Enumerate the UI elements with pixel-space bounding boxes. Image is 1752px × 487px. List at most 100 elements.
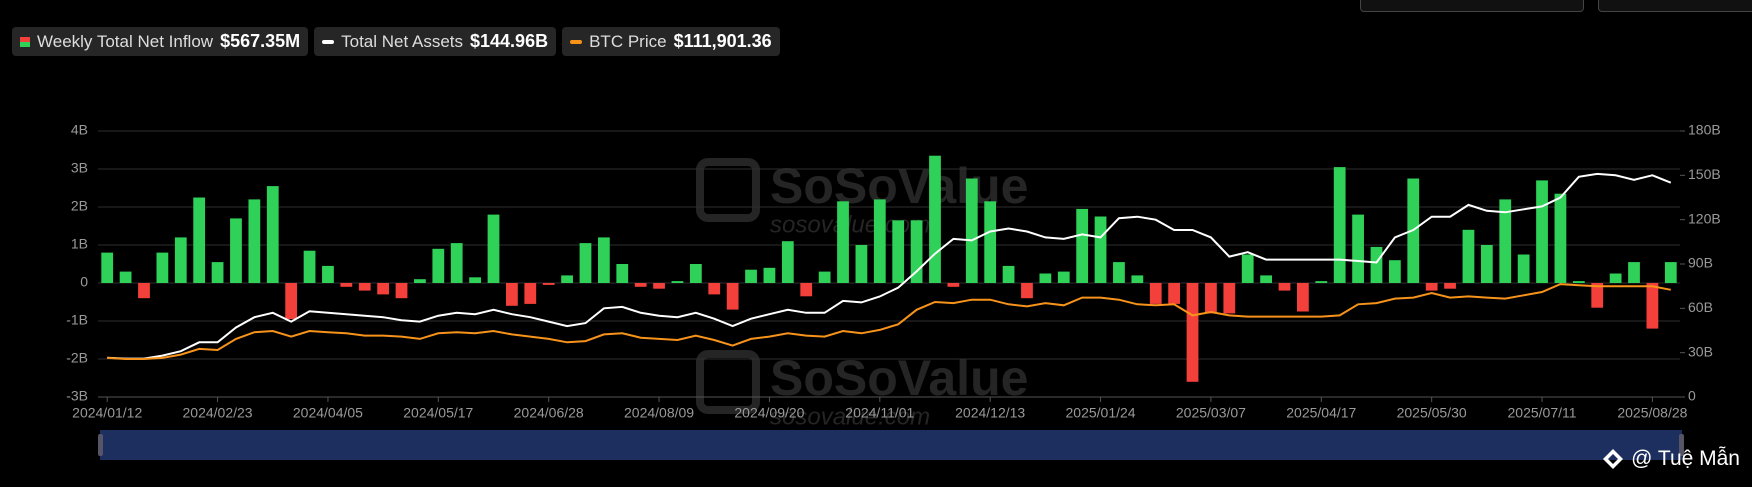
bar bbox=[1131, 275, 1144, 283]
x-tick-label: 2024/09/20 bbox=[734, 405, 804, 421]
bar bbox=[101, 252, 114, 283]
x-tick-label: 2025/01/24 bbox=[1066, 405, 1136, 421]
bar bbox=[818, 271, 831, 283]
bar bbox=[340, 283, 353, 287]
line bbox=[107, 172, 1672, 360]
y-tick-label: -3B bbox=[66, 388, 88, 404]
watermark-logo bbox=[696, 350, 760, 414]
legend-item[interactable]: Weekly Total Net Inflow $567.35M bbox=[12, 27, 309, 56]
y-tick-label: 2B bbox=[71, 198, 88, 214]
credit: @ Tuệ Mẫn bbox=[1601, 447, 1740, 471]
bar bbox=[892, 220, 905, 283]
y2-tick-label: 120B bbox=[1688, 210, 1721, 226]
bar bbox=[266, 186, 279, 283]
bar bbox=[395, 283, 408, 299]
bar bbox=[1223, 283, 1236, 314]
bar bbox=[1021, 283, 1033, 299]
bar bbox=[1260, 275, 1272, 283]
bar bbox=[211, 262, 224, 283]
bar bbox=[671, 281, 684, 283]
bar bbox=[1646, 283, 1659, 329]
y2-tick-label: 90B bbox=[1688, 255, 1713, 271]
bar bbox=[726, 283, 739, 310]
x-tick-label: 2024/04/05 bbox=[293, 405, 363, 421]
watermark-logo bbox=[696, 158, 760, 222]
x-tick-label: 2024/11/01 bbox=[845, 405, 914, 421]
navigator-handle[interactable] bbox=[1679, 434, 1684, 456]
bar bbox=[800, 283, 813, 297]
x-tick-label: 2024/05/17 bbox=[403, 405, 473, 421]
bar bbox=[1499, 199, 1512, 283]
bar bbox=[1664, 262, 1677, 283]
bar bbox=[579, 243, 592, 283]
bar bbox=[1149, 283, 1162, 304]
bar bbox=[1370, 246, 1383, 283]
bar bbox=[1094, 216, 1107, 283]
bar bbox=[689, 264, 702, 283]
bar bbox=[1002, 265, 1015, 283]
bar bbox=[303, 250, 316, 283]
legend: Weekly Total Net Inflow $567.35M Total Net… bbox=[12, 27, 780, 56]
bar bbox=[1352, 214, 1364, 283]
x-tick-label: 2025/03/07 bbox=[1176, 405, 1246, 421]
y-tick-label: 4B bbox=[71, 122, 88, 138]
navigator-handle[interactable] bbox=[98, 434, 103, 456]
bar bbox=[984, 201, 997, 283]
credit-icon bbox=[1603, 449, 1624, 469]
legend-item[interactable]: BTC Price $111,901.36 bbox=[562, 27, 780, 56]
bar bbox=[1462, 229, 1475, 283]
legend-item[interactable]: Total Net Assets $144.96B bbox=[314, 27, 557, 56]
bar bbox=[193, 197, 206, 283]
navigator[interactable] bbox=[100, 430, 1682, 460]
legend-name: Weekly Total Net Inflow bbox=[37, 31, 214, 51]
legend-value: $144.96B bbox=[470, 31, 549, 51]
bar bbox=[1315, 281, 1328, 283]
y2-tick-label: 60B bbox=[1688, 299, 1713, 315]
bar bbox=[524, 283, 537, 304]
bar bbox=[1517, 254, 1530, 283]
bar bbox=[910, 220, 923, 283]
watermark: sosovalue.com bbox=[770, 403, 930, 430]
bar bbox=[1205, 283, 1217, 314]
bar bbox=[1297, 283, 1309, 312]
bar bbox=[248, 199, 261, 283]
legend-name: Total Net Assets bbox=[341, 31, 464, 51]
x-tick-label: 2024/01/12 bbox=[72, 405, 142, 421]
x-tick-label: 2024/08/09 bbox=[624, 405, 694, 421]
bar bbox=[781, 241, 794, 283]
bar bbox=[506, 283, 518, 306]
legend-icon bbox=[20, 36, 30, 47]
bar bbox=[1333, 167, 1346, 283]
bar bbox=[1076, 208, 1089, 283]
bar bbox=[1057, 271, 1070, 283]
bar bbox=[745, 269, 757, 283]
legend-value: $567.35M bbox=[220, 31, 301, 51]
bar bbox=[1388, 260, 1401, 283]
y2-tick-label: 0 bbox=[1688, 388, 1696, 404]
credit-text: @ Tuệ Mẫn bbox=[1631, 447, 1740, 470]
y-tick-label: -1B bbox=[66, 312, 88, 328]
bar bbox=[285, 283, 298, 320]
bar bbox=[1168, 283, 1181, 304]
y2-tick-label: 30B bbox=[1688, 343, 1713, 359]
bar bbox=[1628, 262, 1640, 283]
x-tick-label: 2024/06/28 bbox=[514, 405, 584, 421]
y-tick-label: 0 bbox=[80, 274, 88, 290]
bar bbox=[1480, 245, 1493, 283]
bar bbox=[965, 178, 978, 283]
bar bbox=[1536, 180, 1548, 283]
y2-tick-label: 150B bbox=[1688, 166, 1721, 182]
bar bbox=[138, 283, 150, 299]
bar bbox=[432, 248, 445, 283]
x-tick-label: 2024/02/23 bbox=[183, 405, 253, 421]
bar bbox=[322, 265, 334, 283]
toolbar-button[interactable] bbox=[1360, 0, 1584, 12]
toolbar-button[interactable] bbox=[1598, 0, 1752, 12]
bar bbox=[708, 283, 721, 295]
x-tick-label: 2025/04/17 bbox=[1286, 405, 1356, 421]
bar bbox=[469, 277, 481, 283]
legend-name: BTC Price bbox=[589, 31, 667, 51]
bar bbox=[837, 201, 849, 283]
bar bbox=[230, 218, 242, 283]
